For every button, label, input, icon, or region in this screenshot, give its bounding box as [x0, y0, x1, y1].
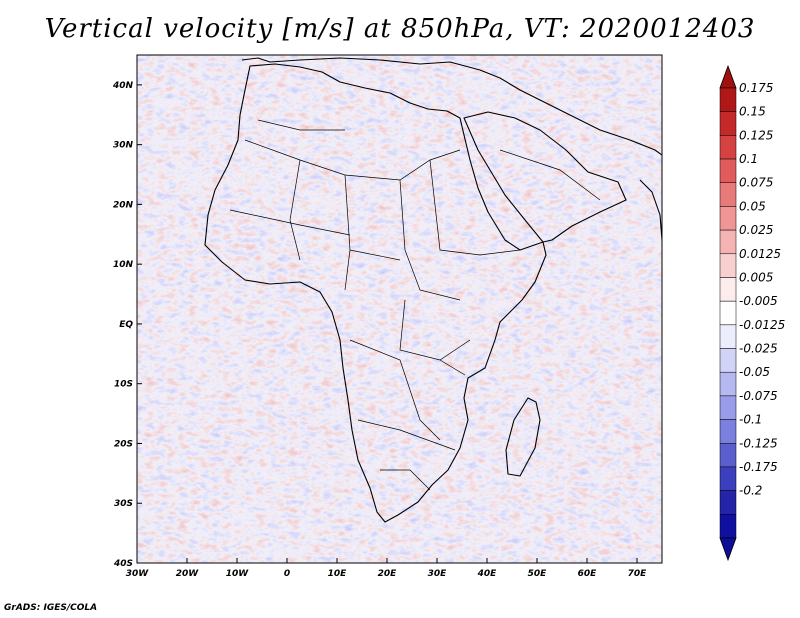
colorbar-under-triangle — [719, 537, 737, 562]
colorbar-label: 0.1 — [739, 152, 758, 166]
colorbar-segment — [719, 443, 737, 468]
colorbar-label: -0.005 — [739, 294, 778, 308]
y-tick-label: 10S — [114, 380, 133, 390]
x-tick-label: 20E — [378, 569, 398, 579]
y-tick-label: 40N — [112, 81, 134, 91]
y-tick-label: 30N — [113, 141, 134, 151]
x-tick-label: 70E — [628, 569, 648, 579]
colorbar-label: 0.0125 — [739, 247, 781, 261]
colorbar-segment — [719, 158, 737, 183]
colorbar-segment — [719, 348, 737, 373]
x-tick-label: 10E — [328, 569, 348, 579]
plot-area — [136, 54, 663, 564]
colorbar-label: 0.005 — [739, 270, 773, 284]
x-tick-label: 30W — [126, 569, 150, 579]
y-tick-label: 40S — [113, 559, 133, 569]
colorbar-segment — [719, 111, 737, 136]
colorbar-segment — [719, 135, 737, 160]
chart-title: Vertical velocity [m/s] at 850hPa, VT: 2… — [44, 14, 756, 44]
x-tick-label: 50E — [528, 569, 548, 579]
india-coastline — [639, 179, 662, 241]
africa-coastline — [204, 63, 547, 523]
colorbar-label: 0.075 — [739, 176, 773, 190]
country-borders — [229, 119, 601, 491]
y-tick-label: EQ — [119, 320, 133, 330]
y-tick-label: 20N — [113, 200, 134, 210]
colorbar-over-triangle — [719, 64, 737, 89]
colorbar-label: 0.05 — [739, 199, 766, 213]
colorbar-label: 0.025 — [739, 223, 773, 237]
colorbar-segment — [719, 395, 737, 420]
colorbar-label: -0.075 — [739, 389, 778, 403]
colorbar: 0.175 0.15 0.125 0.1 0.075 0.05 0.025 0.0125 0.0… — [719, 64, 785, 562]
y-tick-label: 20S — [114, 439, 133, 449]
y-tick-label: 10N — [113, 260, 134, 270]
x-tick-label: 20W — [176, 569, 200, 579]
arabia-coastline — [463, 111, 627, 243]
x-tick-label: 0 — [284, 569, 290, 579]
colorbar-label: 0.175 — [739, 81, 773, 95]
x-tick-label: 40E — [477, 569, 498, 579]
colorbar-segment — [719, 300, 737, 326]
colorbar-segment — [719, 514, 737, 539]
colorbar-segment — [719, 87, 737, 112]
colorbar-segment — [719, 324, 737, 349]
x-tick-label: 30E — [428, 569, 448, 579]
colorbar-segment — [719, 182, 737, 207]
colorbar-segment — [719, 419, 737, 444]
x-tick-label: 60E — [578, 569, 598, 579]
colorbar-label: -0.175 — [739, 460, 778, 474]
colorbar-label: -0.1 — [739, 413, 762, 427]
x-axis: 30W 20W 10W 0 10E 20E 30E 40E 50E 60E 70E — [126, 558, 647, 579]
colorbar-label: -0.025 — [739, 342, 778, 356]
colorbar-label: -0.125 — [739, 436, 778, 450]
colorbar-segment — [719, 466, 737, 491]
plot-frame — [136, 54, 663, 564]
colorbar-label: -0.2 — [739, 484, 762, 498]
colorbar-label: 0.15 — [739, 105, 766, 119]
colorbar-segment — [719, 253, 737, 278]
colorbar-label: 0.125 — [739, 128, 773, 142]
colorbar-segment — [719, 371, 737, 397]
colorbar-label: -0.05 — [739, 365, 770, 379]
y-axis: 40N 30N 20N 10N EQ 10S 20S 30S 40S — [112, 81, 142, 569]
x-tick-label: 10W — [226, 569, 250, 579]
colorbar-segment — [719, 490, 737, 515]
colorbar-segment — [719, 206, 737, 231]
footer-credit: GrADS: IGES/COLA — [4, 603, 98, 613]
europe-coastline — [241, 57, 662, 156]
vertical-velocity-field — [137, 55, 662, 563]
y-tick-label: 30S — [114, 499, 133, 509]
madagascar-coastline — [505, 397, 541, 477]
colorbar-label: -0.0125 — [739, 318, 785, 332]
colorbar-segment — [719, 277, 737, 302]
colorbar-segment — [719, 229, 737, 255]
